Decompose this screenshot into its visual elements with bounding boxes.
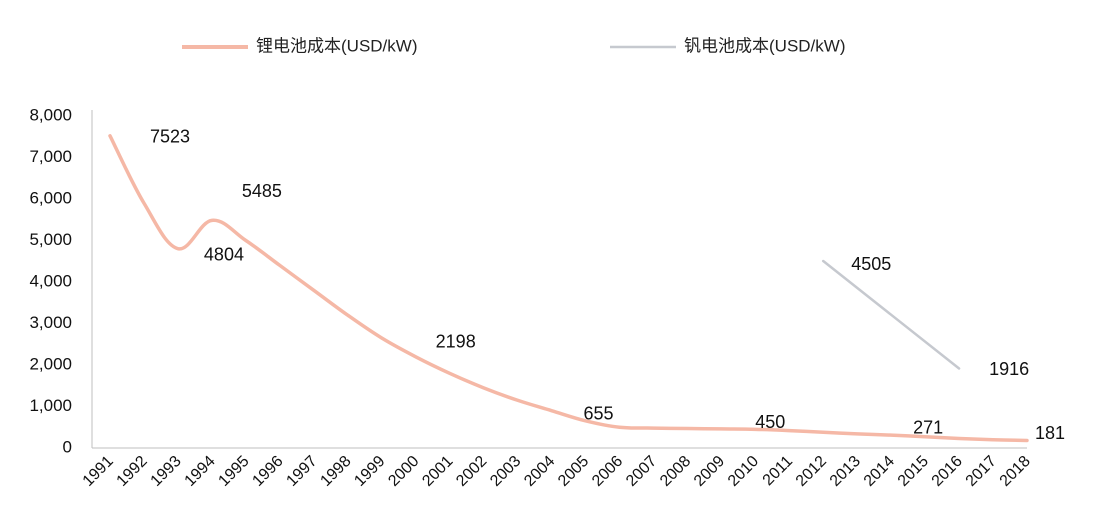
data-label: 4505 [851, 254, 891, 274]
x-tick-label: 2002 [453, 453, 490, 490]
x-tick-label: 1995 [215, 453, 252, 490]
y-tick-label: 6,000 [29, 188, 72, 207]
x-tick-label: 1996 [249, 453, 286, 490]
x-tick-label: 2007 [623, 453, 660, 490]
legend-label: 锂电池成本(USD/kW) [256, 36, 417, 55]
data-label: 450 [755, 412, 785, 432]
data-label: 5485 [242, 181, 282, 201]
y-tick-label: 3,000 [29, 313, 72, 332]
x-tick-label: 2005 [555, 453, 592, 490]
x-tick-label: 2004 [521, 453, 558, 490]
x-tick-label: 2010 [725, 453, 762, 490]
data-label: 4804 [204, 244, 244, 264]
legend: 锂电池成本(USD/kW) 钒电池成本(USD/kW) [182, 36, 845, 55]
x-tick-label: 1993 [148, 453, 185, 490]
y-tick-label: 5,000 [29, 230, 72, 249]
x-tick-label: 1994 [182, 453, 219, 490]
data-label: 271 [913, 418, 943, 438]
x-tick-label: 2008 [657, 453, 694, 490]
data-labels: 7523 4804 5485 2198 655 450 271 181 4505 1916 [150, 127, 1065, 444]
x-tick-label: 2001 [419, 453, 456, 490]
x-tick-label: 2009 [691, 453, 728, 490]
x-tick-label: 2006 [589, 453, 626, 490]
x-tick-label: 2018 [997, 453, 1034, 490]
y-tick-label: 0 [63, 437, 72, 456]
x-tick-label: 2017 [963, 453, 1000, 490]
x-tick-label: 1992 [114, 453, 151, 490]
x-tick-label: 1999 [351, 453, 388, 490]
y-tick-label: 1,000 [29, 396, 72, 415]
y-tick-label: 4,000 [29, 271, 72, 290]
x-tick-label: 2013 [827, 453, 864, 490]
y-tick-label: 8,000 [29, 105, 72, 124]
x-tick-label: 2011 [760, 453, 796, 489]
x-tick-label: 2016 [929, 453, 966, 490]
x-tick-label: 1998 [317, 453, 354, 490]
x-tick-label: 1997 [283, 453, 320, 490]
data-label: 1916 [989, 359, 1029, 379]
legend-label: 钒电池成本(USD/kW) [684, 36, 845, 55]
x-tick-label: 2003 [487, 453, 524, 490]
x-tick-label: 2000 [385, 453, 422, 490]
series-layer [108, 134, 1029, 443]
data-label: 2198 [436, 332, 476, 352]
series-line-2 [821, 259, 961, 370]
x-tick-label: 2012 [793, 453, 830, 490]
x-tick-label: 2014 [861, 453, 898, 490]
y-axis: 0 1,000 2,000 3,000 4,000 5,000 6,000 7,000 8,00… [29, 105, 93, 456]
data-label: 7523 [150, 127, 190, 147]
x-tick-label: 2015 [895, 453, 932, 490]
x-axis: 1991199219931994199519961997199819992000… [80, 447, 1034, 490]
x-tick-label: 1991 [80, 453, 117, 490]
y-tick-label: 2,000 [29, 354, 72, 373]
data-label: 181 [1035, 423, 1065, 443]
data-label: 655 [583, 404, 613, 424]
y-tick-label: 7,000 [29, 147, 72, 166]
series-line-1 [108, 134, 1029, 443]
